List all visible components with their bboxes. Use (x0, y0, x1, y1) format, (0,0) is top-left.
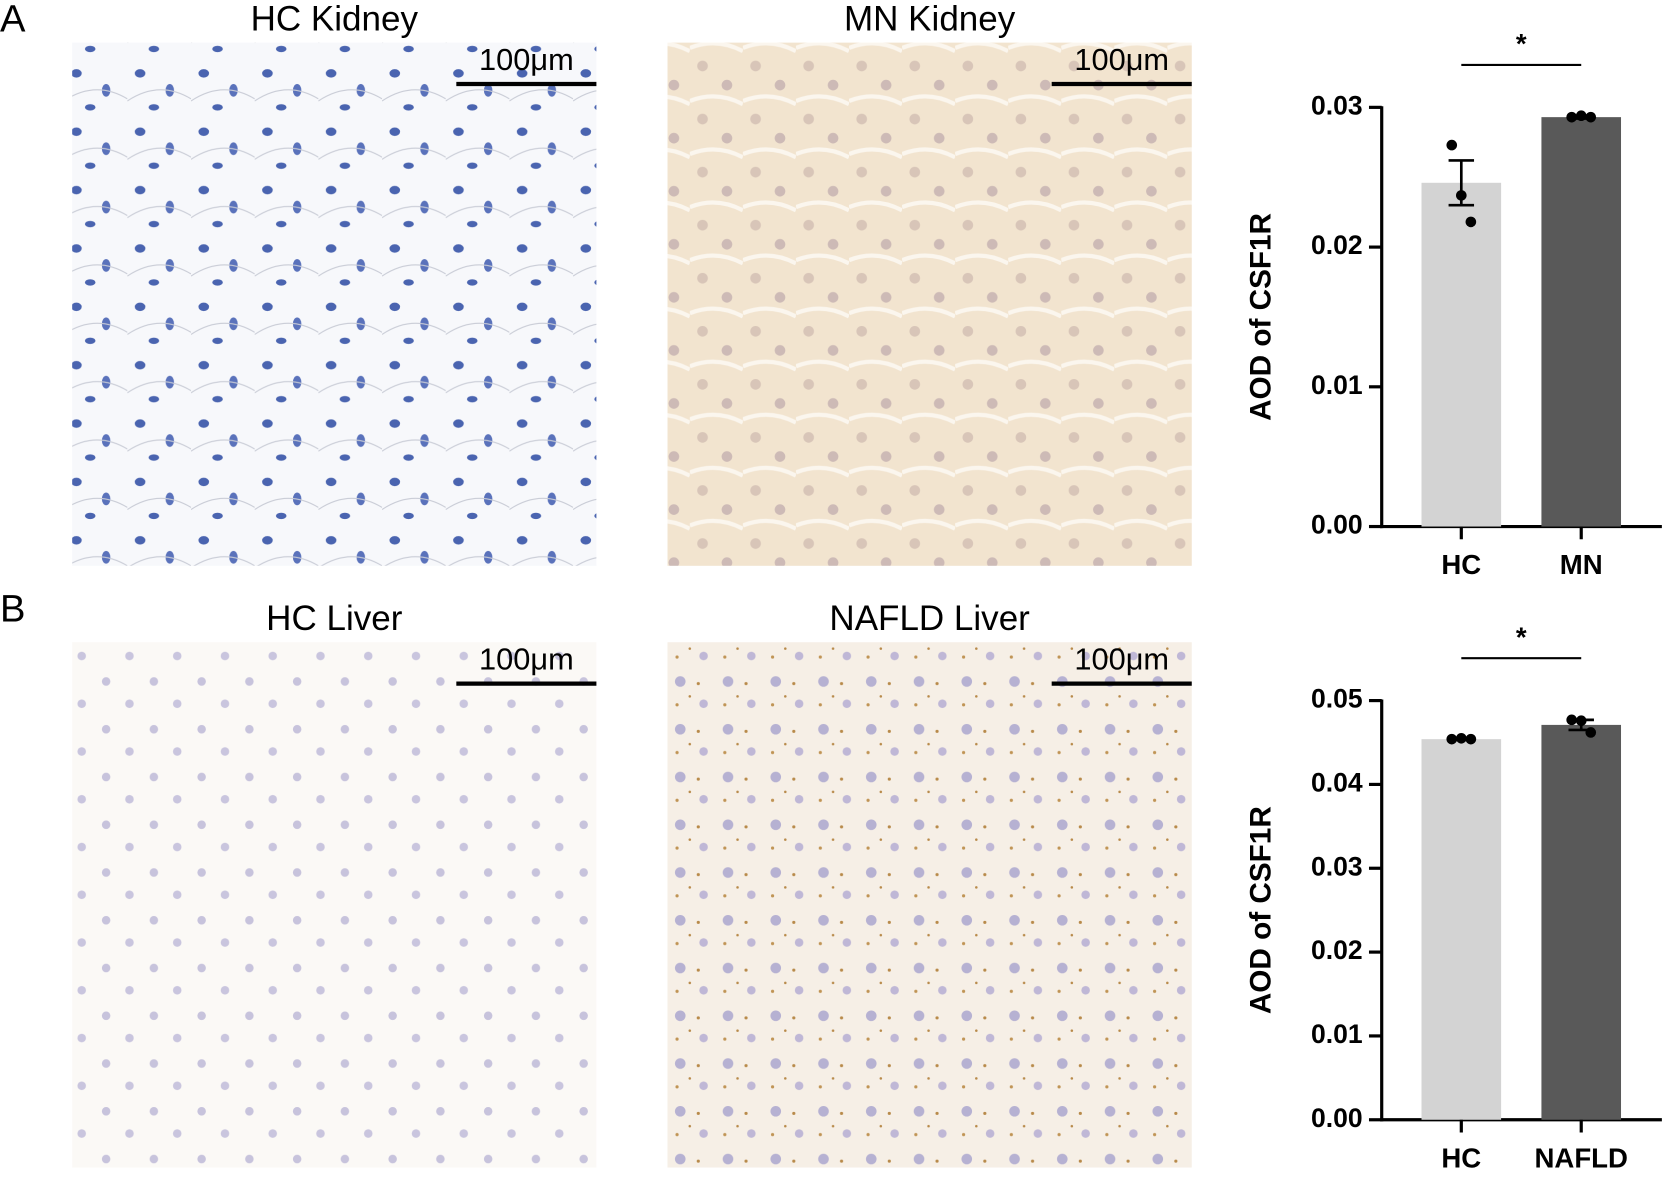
y-tick-label: 0.00 (1311, 510, 1363, 540)
micrograph (667, 642, 1192, 1168)
bar (1541, 117, 1622, 527)
image-title: HC Liver (266, 599, 403, 638)
panel-label: B (0, 588, 25, 631)
x-tick-label: NAFLD (1534, 1142, 1627, 1173)
bar (1541, 724, 1622, 1120)
y-tick-label: 0.01 (1311, 370, 1363, 400)
y-tick-label: 0.02 (1311, 935, 1363, 965)
data-point (1465, 733, 1477, 745)
y-axis-label: AOD of CSF1R (1245, 806, 1278, 1014)
data-point (1456, 190, 1467, 201)
panel-label: A (0, 0, 26, 40)
x-tick-label: MN (1560, 549, 1603, 580)
y-tick-label: 0.05 (1311, 684, 1363, 714)
scale-bar-label: 100μm (479, 42, 574, 77)
y-tick-label: 0.02 (1311, 230, 1363, 260)
x-tick-label: HC (1441, 549, 1481, 580)
scale-bar-label: 100μm (1074, 641, 1169, 676)
y-tick-label: 0.03 (1311, 851, 1363, 881)
bar (1421, 739, 1502, 1120)
data-point (1446, 139, 1458, 151)
data-point (1465, 216, 1477, 228)
micrograph (667, 42, 1192, 566)
y-tick-label: 0.01 (1311, 1019, 1363, 1049)
micrograph (72, 42, 597, 566)
image-title: NAFLD Liver (829, 599, 1030, 638)
y-axis-label: AOD of CSF1R (1245, 213, 1278, 421)
data-point (1585, 111, 1597, 123)
image-title: MN Kidney (844, 0, 1016, 39)
y-tick-label: 0.03 (1311, 90, 1363, 120)
data-point (1575, 110, 1587, 122)
significance-label: * (1516, 28, 1527, 59)
data-point (1456, 733, 1467, 744)
image-title: HC Kidney (251, 0, 419, 39)
data-point (1566, 714, 1577, 726)
data-point (1585, 727, 1597, 738)
y-tick-label: 0.04 (1311, 767, 1363, 797)
y-tick-label: 0.00 (1311, 1103, 1363, 1133)
x-tick-label: HC (1441, 1142, 1481, 1173)
data-point (1446, 733, 1458, 745)
bar (1421, 182, 1502, 527)
scale-bar-label: 100μm (1074, 42, 1169, 77)
micrograph (72, 642, 597, 1168)
scale-bar-label: 100μm (479, 641, 574, 676)
data-point (1566, 111, 1577, 123)
significance-label: * (1516, 621, 1527, 652)
data-point (1575, 715, 1587, 727)
